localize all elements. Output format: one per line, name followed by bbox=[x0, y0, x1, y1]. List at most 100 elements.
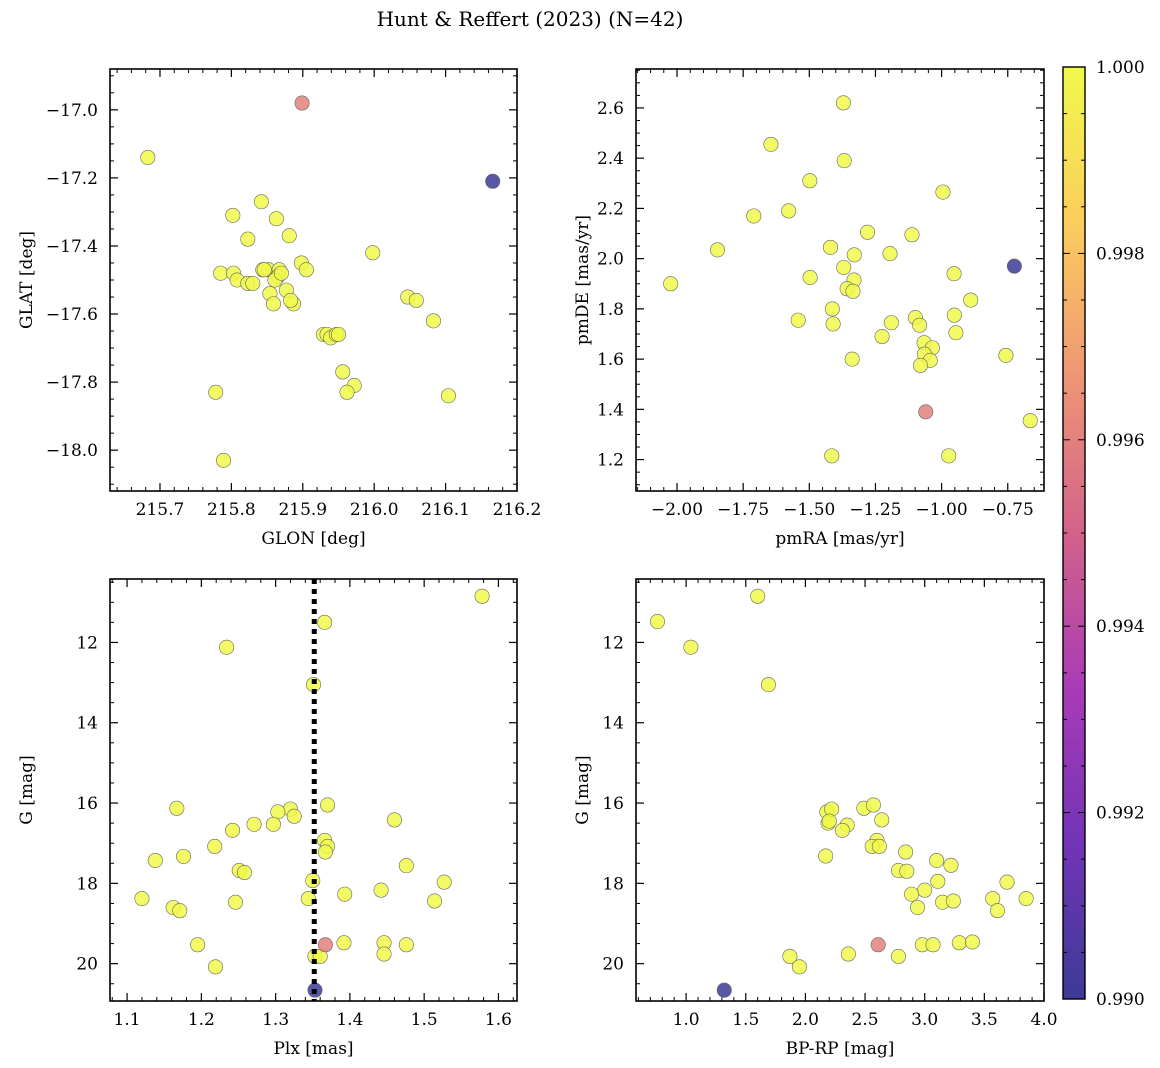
data-point bbox=[912, 317, 928, 333]
data-point bbox=[898, 844, 914, 860]
data-point bbox=[386, 812, 402, 828]
data-point bbox=[1022, 413, 1038, 429]
y-tick-label: 14 bbox=[602, 714, 624, 734]
x-axis-label: pmRA [mas/yr] bbox=[775, 529, 904, 549]
x-tick-label: −1.75 bbox=[717, 500, 769, 520]
data-point bbox=[890, 948, 906, 964]
data-point bbox=[1018, 891, 1034, 907]
y-tick-label: 1.2 bbox=[597, 451, 624, 471]
y-tick-label: −17.8 bbox=[46, 373, 98, 393]
data-point bbox=[963, 292, 979, 308]
panel-plx-g: 1.1 1.2 1.3 1.4 1.5 1.6 12 14 16 18 20 Plx [mas] G [… bbox=[17, 578, 518, 1059]
data-point bbox=[943, 857, 959, 873]
data-point bbox=[865, 797, 881, 813]
axes-frame bbox=[109, 68, 518, 492]
figure-title: Hunt & Reffert (2023) (N=42) bbox=[377, 7, 684, 31]
y-tick-label: 2.6 bbox=[597, 99, 624, 119]
data-point bbox=[840, 946, 856, 962]
data-point bbox=[951, 935, 967, 951]
data-point bbox=[273, 265, 289, 281]
data-point bbox=[225, 822, 241, 838]
data-point bbox=[256, 262, 272, 278]
x-tick-label: 215.7 bbox=[136, 500, 185, 520]
data-point bbox=[190, 937, 206, 953]
data-point bbox=[945, 893, 961, 909]
data-point bbox=[782, 948, 798, 964]
data-point bbox=[845, 283, 861, 299]
axes-frame bbox=[635, 578, 1045, 1002]
data-point bbox=[802, 173, 818, 189]
data-point bbox=[781, 203, 797, 219]
data-point bbox=[946, 307, 962, 323]
data-point bbox=[822, 239, 838, 255]
y-axis-label: G [mag] bbox=[17, 755, 37, 824]
x-tick-label: 215.8 bbox=[207, 500, 256, 520]
data-point bbox=[336, 935, 352, 951]
data-point bbox=[946, 266, 962, 282]
data-point bbox=[882, 246, 898, 262]
data-point bbox=[870, 937, 886, 953]
data-point bbox=[330, 326, 346, 342]
scatter-points bbox=[140, 95, 501, 468]
x-tick-label: 1.2 bbox=[188, 1010, 215, 1030]
data-point bbox=[760, 677, 776, 693]
data-point bbox=[253, 194, 269, 210]
data-point bbox=[918, 404, 934, 420]
data-point bbox=[320, 797, 336, 813]
panel-bprp-g: 1.0 1.5 2.0 2.5 3.0 3.5 4.0 12 14 16 18 20 BP-RP [ma… bbox=[573, 578, 1058, 1059]
data-point bbox=[147, 852, 163, 868]
data-point bbox=[746, 208, 762, 224]
colorbar: 0.990 0.992 0.994 0.996 0.998 1.000 bbox=[1062, 58, 1145, 1010]
data-point bbox=[240, 231, 256, 247]
data-point bbox=[846, 247, 862, 263]
data-point bbox=[266, 296, 282, 312]
data-point bbox=[904, 227, 920, 243]
x-tick-label: 215.9 bbox=[278, 500, 327, 520]
x-tick-label: −0.75 bbox=[982, 500, 1034, 520]
data-point bbox=[213, 265, 229, 281]
data-point bbox=[228, 894, 244, 910]
colorbar-frame bbox=[1062, 66, 1086, 1000]
data-point bbox=[176, 848, 192, 864]
data-point bbox=[140, 149, 156, 165]
data-point bbox=[663, 276, 679, 292]
y-axis-label: G [mag] bbox=[573, 755, 593, 824]
y-tick-label: 12 bbox=[76, 633, 98, 653]
data-point bbox=[286, 808, 302, 824]
y-tick-label: −17.4 bbox=[46, 237, 98, 257]
data-point bbox=[683, 639, 699, 655]
y-tick-label: 18 bbox=[76, 874, 98, 894]
colorbar-tick-label: 0.990 bbox=[1096, 990, 1145, 1010]
data-point bbox=[899, 863, 915, 879]
data-point bbox=[427, 893, 443, 909]
colorbar-tick-label: 0.994 bbox=[1096, 617, 1145, 637]
data-point bbox=[998, 347, 1014, 363]
data-point bbox=[790, 312, 806, 328]
data-point bbox=[134, 891, 150, 907]
x-tick-label: 216.0 bbox=[350, 500, 399, 520]
data-point bbox=[245, 275, 261, 291]
data-point bbox=[398, 858, 414, 874]
y-tick-label: −18.0 bbox=[46, 441, 98, 461]
axes-frame bbox=[635, 68, 1045, 492]
data-point bbox=[339, 384, 355, 400]
data-point bbox=[474, 588, 490, 604]
data-point bbox=[440, 388, 456, 404]
x-tick-label: 4.0 bbox=[1030, 1010, 1057, 1030]
x-tick-label: 3.0 bbox=[911, 1010, 938, 1030]
x-tick-label: 2.5 bbox=[852, 1010, 879, 1030]
data-point bbox=[335, 364, 351, 380]
data-point bbox=[824, 301, 840, 317]
y-tick-label: 20 bbox=[76, 955, 98, 975]
y-tick-label: 18 bbox=[602, 874, 624, 894]
y-tick-label: −17.0 bbox=[46, 101, 98, 121]
x-tick-label: 3.5 bbox=[971, 1010, 998, 1030]
data-point bbox=[925, 937, 941, 953]
data-point bbox=[169, 800, 185, 816]
data-point bbox=[236, 865, 252, 881]
data-point bbox=[999, 874, 1015, 890]
data-point bbox=[268, 211, 284, 227]
data-point bbox=[825, 316, 841, 332]
data-point bbox=[912, 357, 928, 373]
